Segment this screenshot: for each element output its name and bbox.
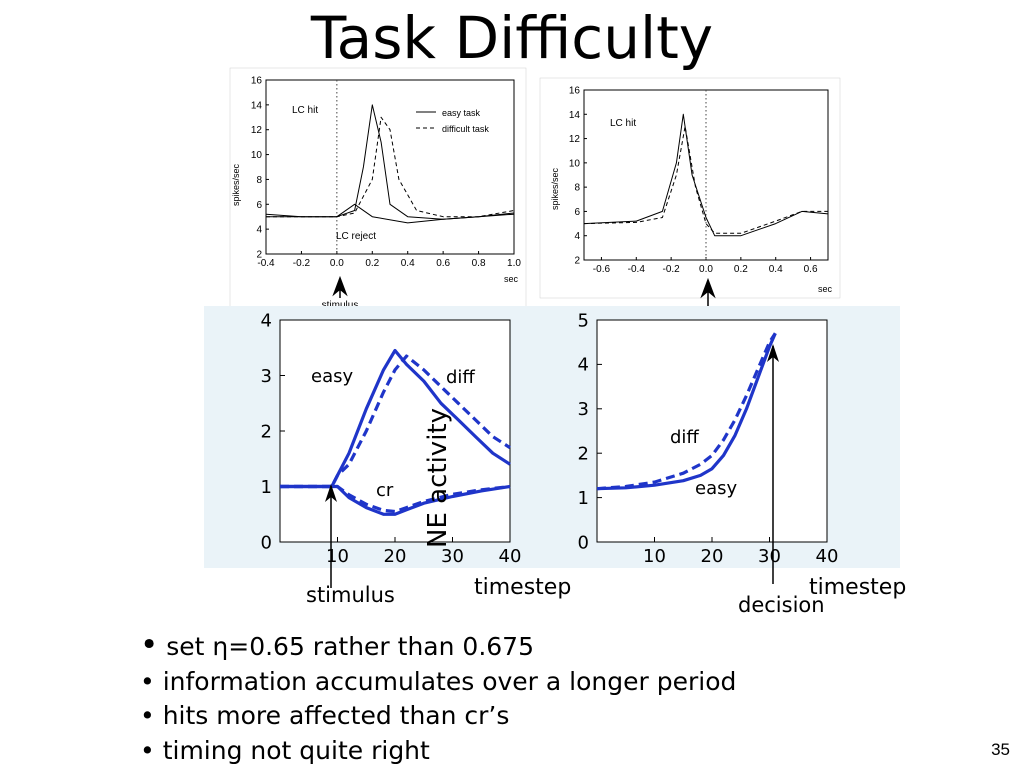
series-line-diff xyxy=(596,332,777,491)
y-tick-label: 6 xyxy=(256,200,262,211)
y-axis-label: NE activity xyxy=(423,408,453,548)
y-tick-label: 1 xyxy=(578,488,589,509)
y-tick-label: 14 xyxy=(569,110,581,121)
bullet-item: • timing not quite right xyxy=(140,735,430,765)
arrow-label-decision: decision xyxy=(738,593,825,617)
stimulus-arrow xyxy=(332,275,348,298)
annotation-lc-reject: LC reject xyxy=(336,231,376,242)
x-tick-label: 30 xyxy=(758,546,781,567)
bullet-list: • set η=0.65 rather than 0.675 • informa… xyxy=(140,628,736,768)
lc-hit-decision-chart: 2 4 6 8 10 12 14 16 -0.6 -0.4 -0.2 0.0 0.2 0.4 0.6 LC … xyxy=(539,77,841,299)
x-tick-label: 30 xyxy=(441,546,464,567)
y-tick-label: 4 xyxy=(261,310,272,331)
y-tick-label: 5 xyxy=(578,310,589,331)
y-axis-label: spikes/sec xyxy=(550,167,560,210)
y-tick-label: 12 xyxy=(251,125,263,136)
legend-easy-task: easy task xyxy=(442,108,481,118)
x-tick-label: 20 xyxy=(701,546,724,567)
y-tick-label: 10 xyxy=(251,150,263,161)
annotation-cr: cr xyxy=(376,480,394,501)
y-tick-label: 4 xyxy=(256,225,262,236)
bullet-item: • information accumulates over a longer … xyxy=(140,666,737,696)
y-tick-label: 16 xyxy=(569,86,581,97)
annotation-diff: diff xyxy=(446,367,475,388)
bullet-item: • hits more affected than cr’s xyxy=(140,701,510,730)
y-tick-label: 14 xyxy=(251,100,263,111)
bullet-item: • set η=0.65 rather than 0.675 xyxy=(140,627,534,663)
y-tick-label: 8 xyxy=(574,183,580,194)
page-number: 35 xyxy=(991,740,1010,759)
y-tick-label: 3 xyxy=(578,399,589,420)
plot-area xyxy=(265,79,515,255)
y-tick-label: 2 xyxy=(256,250,262,261)
annotation-diff: diff xyxy=(670,427,699,448)
x-tick-label: 0.6 xyxy=(804,264,818,275)
y-axis-label: spikes/sec xyxy=(231,163,241,206)
lc-hit-reject-chart: 2 4 6 8 10 12 14 16 -0.4 -0.2 0.0 0.2 0.4 0.6 0.8 1.0 L… xyxy=(229,67,527,311)
x-tick-label: 40 xyxy=(816,546,839,567)
y-tick-label: 2 xyxy=(578,444,589,465)
series-line-lc-reject xyxy=(265,203,515,224)
x-tick-label: 0.2 xyxy=(734,264,748,275)
plot-area xyxy=(596,319,828,543)
stimulus-arrow-head xyxy=(325,484,337,502)
x-tick-label: 1.0 xyxy=(507,258,521,269)
decision-arrow-top xyxy=(700,277,716,308)
y-tick-label: 2 xyxy=(261,421,272,442)
arrow-label-stimulus: stimulus xyxy=(306,583,395,607)
y-tick-label: 4 xyxy=(574,231,580,242)
x-tick-label: -0.4 xyxy=(257,258,275,269)
series-line-cr xyxy=(280,484,511,514)
annotation-easy: easy xyxy=(311,366,353,387)
x-tick-label: 0.6 xyxy=(436,258,450,269)
x-tick-label: 10 xyxy=(643,546,666,567)
x-axis-label: timestep xyxy=(474,575,571,600)
y-tick-label: 0 xyxy=(261,532,272,553)
x-tick-label: 0.0 xyxy=(699,264,713,275)
x-tick-label: -0.2 xyxy=(293,258,311,269)
x-tick-label: -0.4 xyxy=(628,264,646,275)
y-tick-label: 2 xyxy=(574,256,580,267)
series-line-easy xyxy=(596,332,777,491)
x-tick-label: 0.2 xyxy=(365,258,379,269)
decision-arrow-head xyxy=(767,344,779,362)
annotation-lc-hit: LC hit xyxy=(610,118,636,129)
y-tick-label: 0 xyxy=(578,532,589,553)
y-tick-label: 10 xyxy=(569,158,581,169)
x-tick-label: 0.8 xyxy=(472,258,486,269)
x-tick-label: -0.2 xyxy=(663,264,681,275)
x-tick-label: 0.4 xyxy=(401,258,415,269)
model-hit-cr-chart: 0 1 2 3 4 10 20 30 40 NE activity easy diff cr t… xyxy=(261,310,572,600)
series-line-easy-task xyxy=(583,113,829,237)
y-tick-label: 3 xyxy=(261,366,272,387)
x-tick-label: 0.4 xyxy=(769,264,783,275)
x-tick-label: -0.6 xyxy=(593,264,611,275)
x-tick-label: 20 xyxy=(384,546,407,567)
y-tick-label: 8 xyxy=(256,175,262,186)
x-tick-label: 40 xyxy=(499,546,522,567)
x-tick-label: 0.0 xyxy=(330,258,344,269)
y-tick-label: 4 xyxy=(578,355,589,376)
x-axis-label: timestep xyxy=(809,575,906,600)
x-axis-label: sec xyxy=(504,274,519,284)
annotation-lc-hit: LC hit xyxy=(292,105,318,116)
arrow-label-stimulus: stimulus xyxy=(322,300,359,311)
series-line-difficult-task xyxy=(583,125,828,234)
series-line-easy xyxy=(280,348,511,489)
x-tick-label: 10 xyxy=(326,546,349,567)
y-tick-label: 6 xyxy=(574,207,580,218)
y-tick-label: 16 xyxy=(251,76,263,87)
x-axis-label: sec xyxy=(818,284,833,294)
slide-title: Task Difficulty xyxy=(310,4,714,72)
y-tick-label: 12 xyxy=(569,134,581,145)
legend-difficult-task: difficult task xyxy=(442,124,489,134)
annotation-easy: easy xyxy=(695,478,737,499)
y-tick-label: 1 xyxy=(261,477,272,498)
model-decision-chart: 0 1 2 3 4 5 10 20 30 40 diff easy timestep xyxy=(578,310,907,600)
